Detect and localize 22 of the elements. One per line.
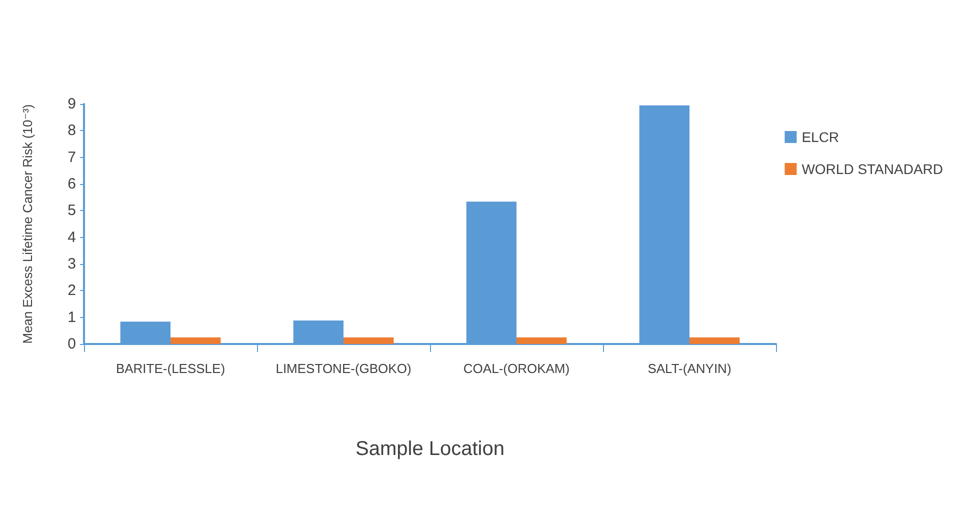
x-tick-label: LIMESTONE-(GBOKO) — [276, 361, 412, 376]
y-axis-title: Mean Excess Lifetime Cancer Risk (10⁻³) — [20, 104, 35, 344]
x-tick-label: BARITE-(LESSLE) — [116, 361, 226, 376]
x-tick-label: SALT-(ANYIN) — [648, 361, 732, 376]
y-tick-label: 5 — [68, 202, 76, 220]
x-tick-label: COAL-(OROKAM) — [463, 361, 570, 376]
bar — [170, 337, 221, 344]
y-tick-label: 9 — [68, 96, 76, 112]
legend-label: ELCR — [802, 129, 840, 145]
y-tick-label: 6 — [68, 176, 76, 192]
y-tick-label: 0 — [68, 336, 76, 352]
bar — [690, 337, 740, 344]
bar — [516, 337, 567, 344]
bar — [344, 337, 394, 344]
y-tick-label: 2 — [68, 282, 76, 300]
y-tick-label: 8 — [68, 122, 76, 140]
y-tick-label: 7 — [68, 148, 76, 166]
y-tick-label: 4 — [68, 228, 76, 246]
y-tick-label: 3 — [68, 256, 76, 272]
x-axis-title: Sample Location — [356, 438, 504, 460]
legend-label: WORLD STANADARD — [802, 161, 944, 177]
y-tick-label: 1 — [68, 308, 76, 326]
